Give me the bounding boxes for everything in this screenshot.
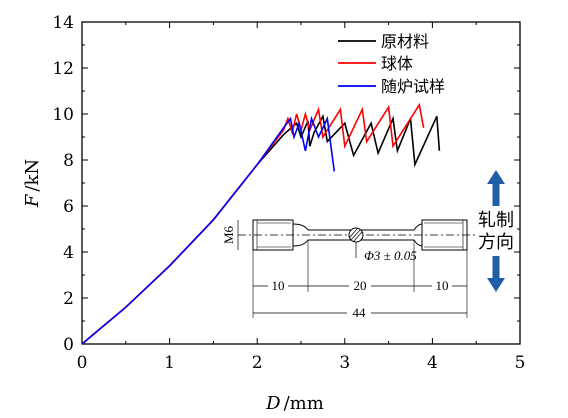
dim-label-10-right: 10 [436,278,449,293]
dim-label-10-left: 10 [272,278,285,293]
legend-label-sphere: 球体 [381,54,413,73]
cross-section-hatch-2 [352,231,363,243]
specimen-diagram: Φ3 ± 0.05 M6 10 20 10 44 [221,219,478,320]
rolling-direction: 轧制 方向 [478,170,514,292]
y-tick-label: 0 [63,335,74,355]
y-tick-label: 2 [63,289,74,309]
legend-label-raw-material: 原材料 [381,32,429,51]
y-tick-label: 14 [52,13,74,33]
series-line-furnace-sample [81,115,336,345]
legend-label-furnace-sample: 随炉试样 [381,77,445,96]
dim-label-bg-10-left [268,276,288,292]
y-axis-title: F/kN [22,159,43,208]
y-axis-unit: /kN [22,159,43,192]
right-grip [421,219,468,251]
x-tick-label: 4 [427,353,438,373]
x-axis-title: D/mm [265,393,324,414]
x-axis-unit: /mm [284,393,324,414]
y-tick-label: 6 [63,197,74,217]
y-tick-label: 12 [52,59,74,79]
dim-label-44: 44 [353,305,367,320]
x-axis-variable: D [265,393,281,414]
diameter-label: Φ3 ± 0.05 [364,248,417,263]
y-tick-label: 8 [63,151,74,171]
x-tick-label: 3 [339,353,350,373]
x-tick-label: 5 [515,353,526,373]
m6-label: M6 [221,225,236,244]
plot-frame [81,21,521,345]
x-tick-label: 0 [77,353,88,373]
arrow-up-icon [487,170,505,206]
arrow-down-icon [487,256,505,292]
y-tick-label: 10 [52,105,74,125]
dim-label-20: 20 [354,278,367,293]
axis-ticks [81,21,521,345]
dim-label-bg-10-right [432,276,452,292]
cross-section-hatch-1 [350,229,361,241]
dim-label-bg-44 [347,303,371,319]
series-layer [81,102,441,345]
x-tick-label: 2 [252,353,263,373]
x-tick-label: 1 [164,353,175,373]
direction-label-line1: 轧制 [478,210,514,231]
x-tick-labels: 0 1 2 3 4 5 [77,353,526,373]
dim-label-bg-20 [349,276,371,292]
y-axis-variable: F [22,193,43,208]
direction-label-line2: 方向 [478,232,514,253]
legend: 原材料 球体 随炉试样 [338,32,445,96]
cross-section-hatch-3 [348,227,359,239]
y-tick-label: 4 [63,243,74,263]
y-tick-labels: 0 2 4 6 8 10 12 14 [52,13,74,355]
